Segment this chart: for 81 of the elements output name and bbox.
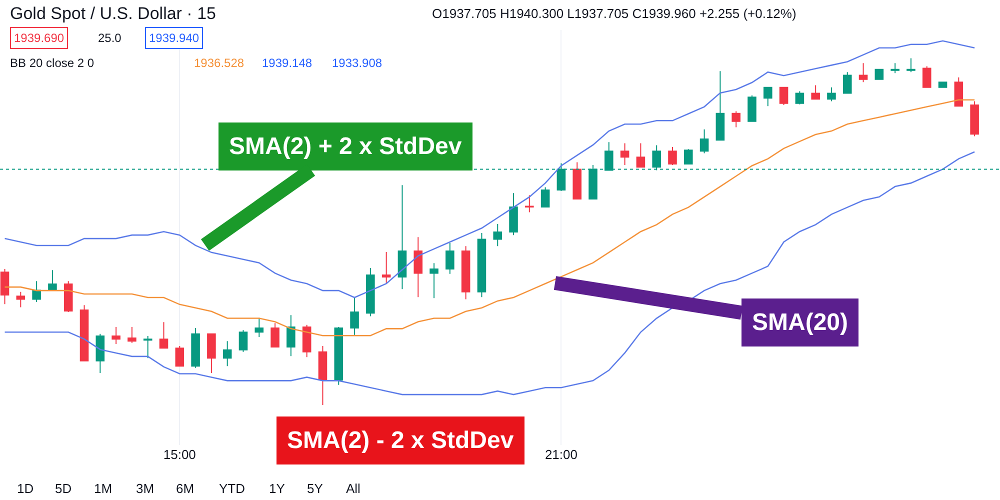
- candlestick: [143, 335, 152, 359]
- candlestick: [525, 194, 534, 213]
- candlestick: [318, 346, 328, 406]
- candlestick: [191, 327, 200, 368]
- candlestick: [938, 82, 948, 88]
- candlestick: [922, 66, 932, 88]
- annotation: 1939.148: [262, 56, 312, 70]
- candlestick: [795, 90, 804, 105]
- text: 1939.940: [149, 31, 200, 45]
- text: SMA(2) - 2 x StdDev: [287, 427, 514, 454]
- candlestick: [636, 142, 646, 168]
- candlestick: [620, 142, 630, 166]
- candlestick: [270, 322, 280, 348]
- x-tick-label: 21:00: [544, 447, 578, 462]
- candlestick: [716, 70, 725, 141]
- text: 5D: [55, 481, 72, 496]
- candlestick: [779, 86, 788, 106]
- candlestick: [414, 236, 423, 298]
- annotation: BB 20 close 2 0: [10, 56, 94, 70]
- candlestick: [112, 326, 120, 344]
- candlestick: [334, 326, 344, 386]
- candlestick: [684, 148, 693, 164]
- text: 1Y: [269, 481, 286, 496]
- candlestick: [748, 94, 756, 122]
- candlestick: [64, 280, 73, 313]
- text: 6M: [176, 481, 194, 496]
- candlestick: [842, 72, 852, 94]
- candlestick: [540, 186, 550, 208]
- text: 1M: [94, 481, 112, 496]
- candlestick: [159, 322, 168, 349]
- candlestick: [763, 86, 772, 107]
- candlestick: [80, 304, 89, 362]
- candlestick: [430, 262, 438, 299]
- candlestick: [286, 314, 296, 357]
- annotation: SMA(20): [752, 309, 848, 336]
- candlestick: [222, 340, 232, 367]
- candlestick: [700, 128, 709, 154]
- annotation: 1936.528: [194, 56, 244, 70]
- candlestick: [302, 324, 312, 358]
- candlestick: [954, 76, 964, 107]
- candlestick: [0, 268, 10, 305]
- candlestick: [366, 268, 375, 317]
- candlestick: [461, 246, 470, 300]
- candlestick: [175, 346, 184, 367]
- candlestick: [398, 184, 407, 290]
- candlestick: [238, 330, 248, 352]
- x-tick-label: 15:00: [163, 447, 196, 462]
- text: 1939.690: [14, 31, 64, 45]
- candlestick: [48, 270, 57, 291]
- text: All: [346, 481, 361, 496]
- candlestick: [446, 242, 454, 274]
- candlestick: [970, 100, 979, 137]
- annotation: SMA(2) + 2 x StdDev: [229, 133, 462, 160]
- candlestick: [572, 162, 582, 200]
- candlestick: [732, 110, 740, 128]
- chart-title: Gold Spot / U.S. Dollar · 15: [10, 4, 216, 23]
- candlestick: [207, 333, 216, 374]
- candlestick: [858, 62, 868, 83]
- candlestick: [874, 68, 884, 80]
- candlestick: [827, 86, 836, 102]
- candlestick: [906, 58, 916, 73]
- candlestick: [493, 223, 502, 247]
- candlestick: [890, 62, 900, 74]
- text: 5Y: [307, 481, 324, 496]
- candlestick: [382, 252, 391, 284]
- candlestick: [254, 317, 264, 338]
- text: YTD: [219, 481, 245, 496]
- candlestick: [668, 146, 677, 166]
- annotation: 1933.908: [332, 56, 382, 70]
- text: 3M: [136, 481, 154, 496]
- candlestick: [96, 333, 105, 374]
- candlestick: [477, 232, 486, 298]
- text: O1937.705 H1940.300 L1937.705 C1939.960 +2.255 (+0.12%): [432, 6, 796, 21]
- candlestick: [509, 192, 518, 236]
- text: 1D: [17, 481, 34, 496]
- candlestick: [350, 296, 359, 336]
- candlestick: [32, 280, 41, 302]
- candlestick: [16, 291, 26, 308]
- candlestick: [128, 326, 136, 344]
- text: 25.0: [98, 31, 122, 45]
- candlestick: [811, 84, 820, 100]
